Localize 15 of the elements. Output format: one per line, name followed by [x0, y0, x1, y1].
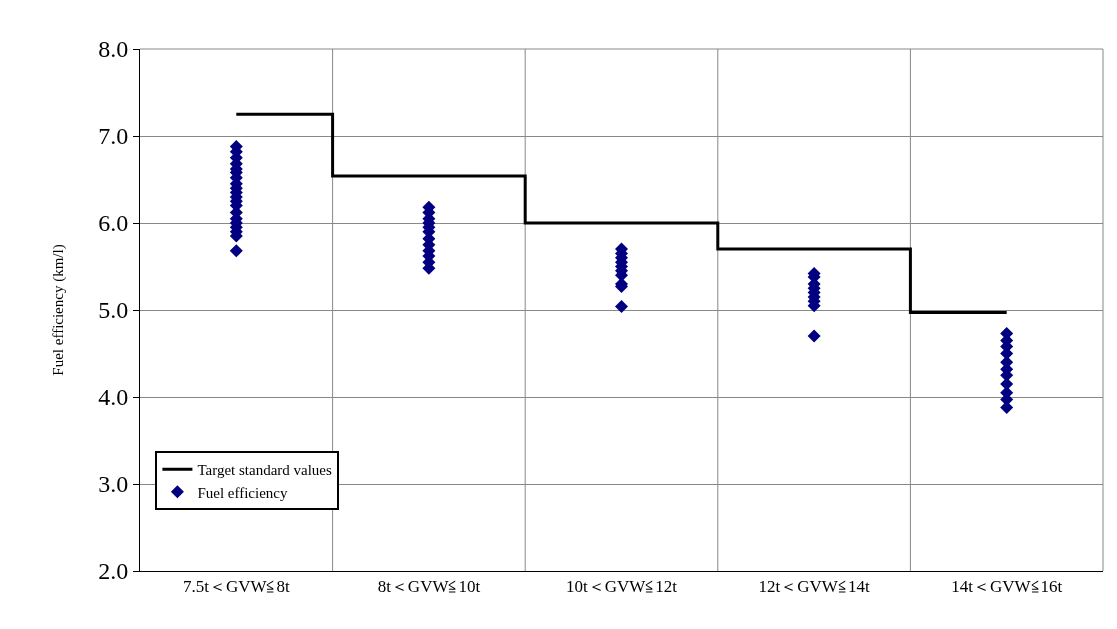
- y-axis-title: Fuel efficiency (km/l): [50, 244, 68, 376]
- legend-label: Fuel efficiency: [197, 484, 289, 501]
- x-tick-label: 14t＜GVW≦16t: [951, 577, 1063, 597]
- x-tick-label: 12t＜GVW≦14t: [758, 577, 870, 597]
- x-tick-label: 8t＜GVW≦10t: [377, 577, 481, 597]
- y-tick-label: 5.0: [98, 297, 129, 324]
- y-tick-label: 6.0: [98, 210, 129, 237]
- legend-label: Target standard values: [197, 462, 333, 479]
- y-tick-label: 8.0: [98, 36, 129, 63]
- y-tick-label: 3.0: [98, 471, 129, 498]
- x-tick-label: 10t＜GVW≦12t: [565, 577, 678, 597]
- y-tick-label: 4.0: [98, 384, 129, 411]
- y-tick-label: 2.0: [98, 558, 129, 585]
- y-tick-label: 7.0: [98, 123, 129, 150]
- x-tick-label: 7.5t＜GVW≦8t: [182, 577, 290, 597]
